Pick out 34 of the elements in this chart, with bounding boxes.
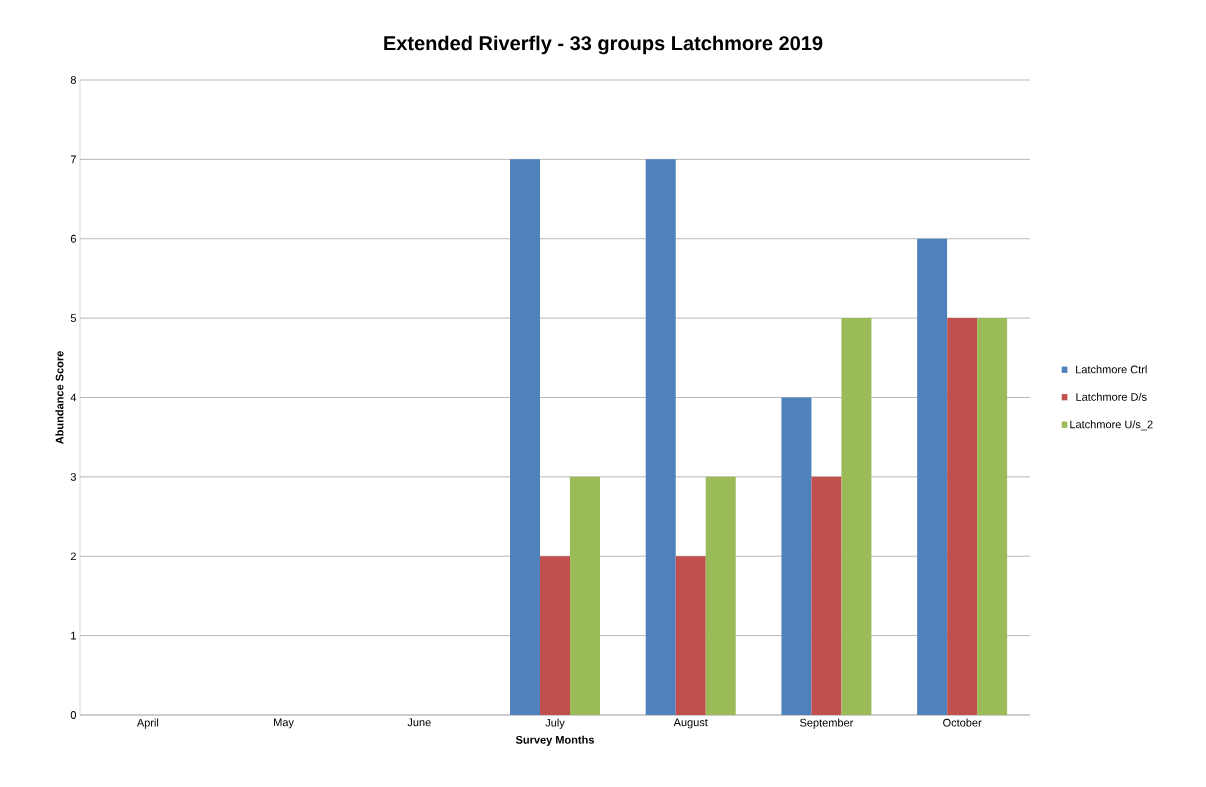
bar	[675, 556, 706, 715]
y-tick-label: 1	[71, 631, 76, 640]
y-tick-label: 5	[70, 314, 76, 322]
bar	[570, 476, 601, 715]
y-tick-label: 8	[70, 76, 76, 84]
x-axis-title: Survey Months	[515, 735, 594, 746]
bar	[781, 397, 812, 715]
chart-title: Extended Riverfly - 33 groups Latchmore 2019	[384, 35, 823, 55]
x-tick-label: June	[407, 718, 431, 727]
bar	[510, 159, 540, 715]
y-tick-label: 4	[70, 393, 77, 402]
bar	[917, 238, 948, 715]
bar	[947, 318, 978, 715]
legend-label: Latchmore U/s_2	[1070, 420, 1153, 431]
bar	[540, 556, 570, 715]
x-tick-label: May	[274, 718, 294, 729]
bar	[811, 476, 842, 715]
y-axis-title: Abundance Score	[55, 351, 64, 444]
bar	[841, 318, 872, 715]
x-tick-label: August	[673, 718, 708, 729]
bar	[705, 476, 736, 715]
y-tick-label: 0	[70, 711, 77, 719]
y-tick-label: 6	[70, 234, 76, 243]
x-tick-label: July	[545, 718, 565, 729]
x-tick-label: April	[136, 718, 159, 729]
bar	[645, 159, 676, 715]
x-tick-label: October	[943, 718, 982, 727]
legend-label: Latchmore Ctrl	[1076, 365, 1147, 374]
y-tick-label: 3	[70, 472, 76, 481]
y-tick-label: 7	[70, 155, 76, 164]
legend-label: Latchmore D/s	[1076, 392, 1147, 401]
y-tick-label: 2	[70, 552, 76, 561]
x-tick-label: September	[800, 718, 854, 729]
bar	[977, 318, 1008, 715]
